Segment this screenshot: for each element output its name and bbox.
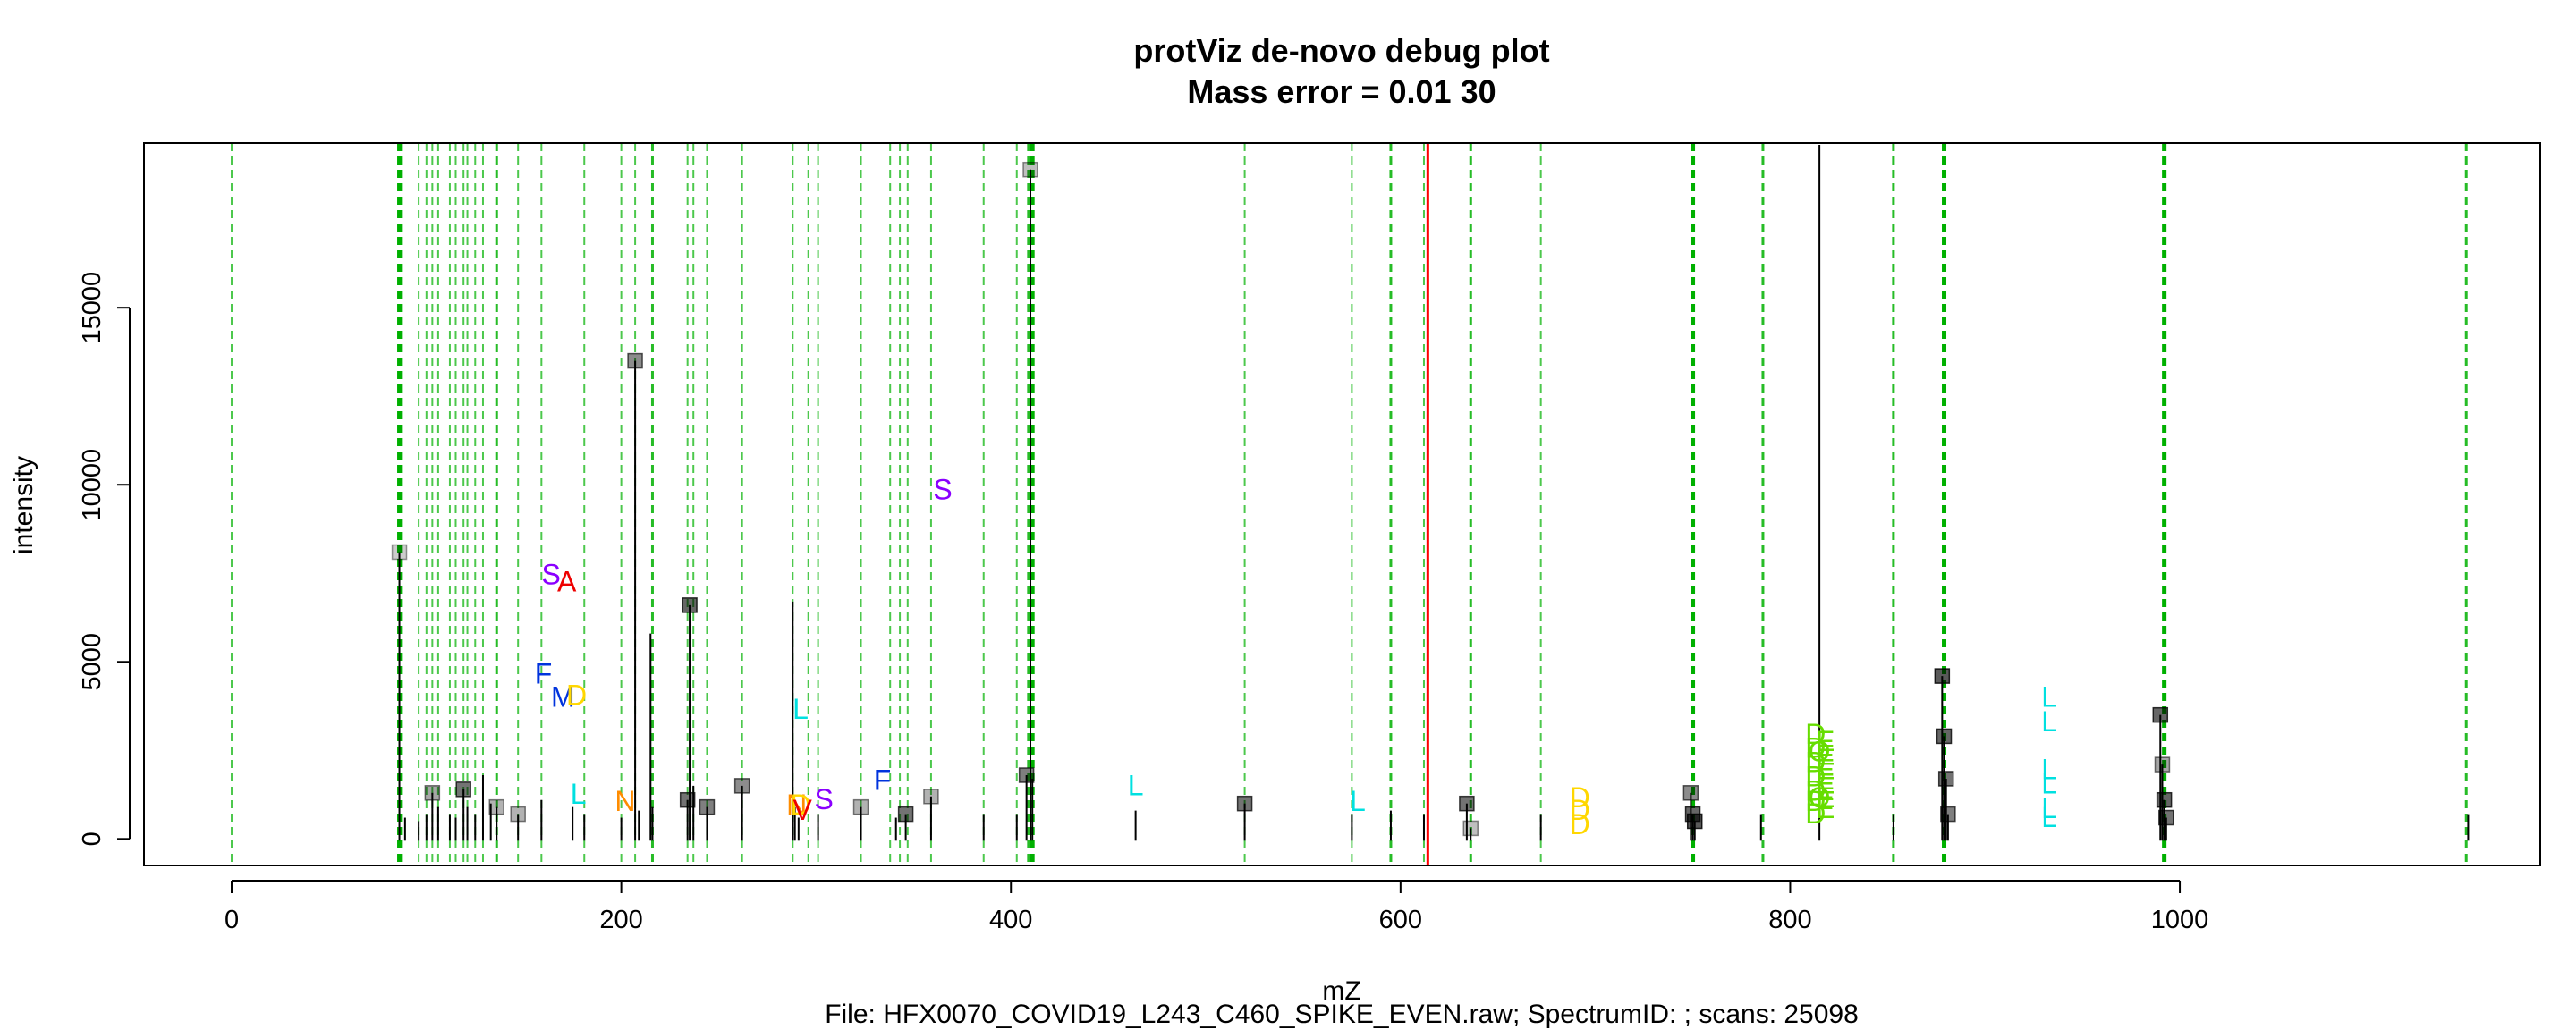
peak-marker-7 (682, 597, 698, 613)
aa-label-9: N (786, 789, 807, 821)
aa-label-32: O (1809, 736, 1831, 768)
aa-label-14: L (1128, 769, 1144, 801)
x-tick-label-4: 800 (1768, 906, 1811, 934)
peak-marker-10 (852, 798, 869, 815)
peak-marker-1 (424, 785, 441, 801)
peak-marker-5 (627, 352, 643, 369)
aa-label-5: D (566, 679, 587, 711)
peak-marker-11 (897, 806, 914, 823)
peak-marker-22 (1936, 728, 1953, 745)
peak-marker-0 (391, 544, 408, 561)
aa-label-39: L (2041, 801, 2057, 833)
peak-marker-15 (1236, 795, 1253, 812)
aa-label-18: D (1570, 808, 1590, 840)
x-axis: 0 200 400 600 800 1000 (225, 880, 2209, 934)
aa-label-21: D (1805, 747, 1826, 779)
aa-label-34: L (2041, 680, 2057, 713)
peak-marker-26 (2154, 756, 2171, 772)
y-tick-label-0: 0 (78, 832, 106, 846)
aa-label-4: M (551, 680, 575, 713)
peak-marker-17 (1462, 820, 1479, 837)
y-axis: 0 5000 10000 15000 (78, 272, 131, 846)
aa-label-28: E (1816, 753, 1835, 785)
chart-subtitle: Mass error = 0.01 30 (1187, 73, 1496, 110)
aa-label-19: D (1805, 718, 1826, 750)
aa-label-8: N (614, 785, 635, 817)
aa-label-11: V (793, 794, 813, 826)
peak-marker-21 (1934, 668, 1951, 684)
aa-label-38: L (2041, 792, 2057, 824)
titles: protViz de-novo debug plot Mass error = … (1133, 32, 1549, 110)
aa-label-37: L (2041, 767, 2057, 799)
x-tick-label-5: 1000 (2151, 906, 2209, 934)
peak-marker-12 (923, 789, 939, 805)
aa-label-17: D (1570, 794, 1590, 826)
aa-label-0: S (933, 474, 952, 506)
aa-label-15: L (1350, 785, 1366, 817)
x-tick-label-0: 0 (225, 906, 239, 934)
peak-marker-13 (1018, 767, 1035, 783)
peak-marker-27 (2156, 791, 2173, 808)
aa-label-22: D (1805, 760, 1826, 792)
peak-marker-16 (1459, 795, 1475, 812)
annotation-vlines (231, 143, 2468, 865)
peak-marker-3 (488, 798, 504, 815)
peak-marker-24 (1940, 806, 1956, 823)
x-tick-label-2: 400 (989, 906, 1032, 934)
x-tick-label-1: 200 (599, 906, 642, 934)
aa-label-2: A (557, 566, 577, 598)
y-tick-label-3: 15000 (78, 272, 106, 344)
aa-label-12: S (814, 783, 833, 815)
file-caption: File: HFX0070_COVID19_L243_C460_SPIKE_EV… (825, 1000, 1859, 1029)
peak-marker-28 (2158, 809, 2174, 826)
peak-marker-4 (510, 806, 526, 823)
y-axis-label: intensity (9, 456, 38, 554)
peak-marker-18 (1682, 785, 1699, 801)
chart-title: protViz de-novo debug plot (1133, 32, 1549, 69)
y-tick-label-1: 5000 (78, 633, 106, 691)
aa-label-7: L (571, 778, 587, 810)
x-axis-label: mZ (1322, 976, 1360, 1006)
aa-label-24: D (1805, 785, 1826, 817)
aa-label-30: E (1816, 781, 1835, 814)
aa-label-20: D (1805, 732, 1826, 764)
peak-marker-8 (699, 798, 716, 815)
aa-label-25: D (1805, 798, 1826, 830)
aa-label-1: S (542, 559, 561, 591)
peak-marker-25 (2152, 706, 2169, 723)
aa-label-10: D (790, 789, 810, 821)
aa-label-35: L (2041, 705, 2057, 738)
aa-label-26: E (1816, 725, 1835, 757)
peak-marker-2 (455, 781, 471, 798)
peak-markers (391, 161, 2174, 837)
peak-marker-14 (1022, 161, 1038, 178)
aa-label-16: D (1570, 781, 1590, 814)
aa-label-3: F (535, 658, 553, 690)
aa-label-36: L (2041, 753, 2057, 785)
aa-label-23: D (1805, 774, 1826, 806)
y-tick-label-2: 10000 (78, 449, 106, 521)
aa-label-6: L (792, 693, 809, 725)
plot-frame (143, 142, 2541, 866)
spectrum-peaks (398, 144, 2470, 841)
aa-label-29: E (1816, 767, 1835, 799)
peak-marker-9 (733, 778, 750, 794)
x-tick-label-3: 600 (1379, 906, 1422, 934)
peak-marker-20 (1686, 813, 1703, 830)
peak-marker-6 (679, 791, 696, 808)
aa-label-27: E (1816, 739, 1835, 772)
aa-label-33: O (1809, 781, 1831, 814)
aa-label-13: F (874, 764, 892, 796)
aa-label-31: E (1816, 792, 1835, 824)
peak-marker-23 (1937, 771, 1954, 787)
